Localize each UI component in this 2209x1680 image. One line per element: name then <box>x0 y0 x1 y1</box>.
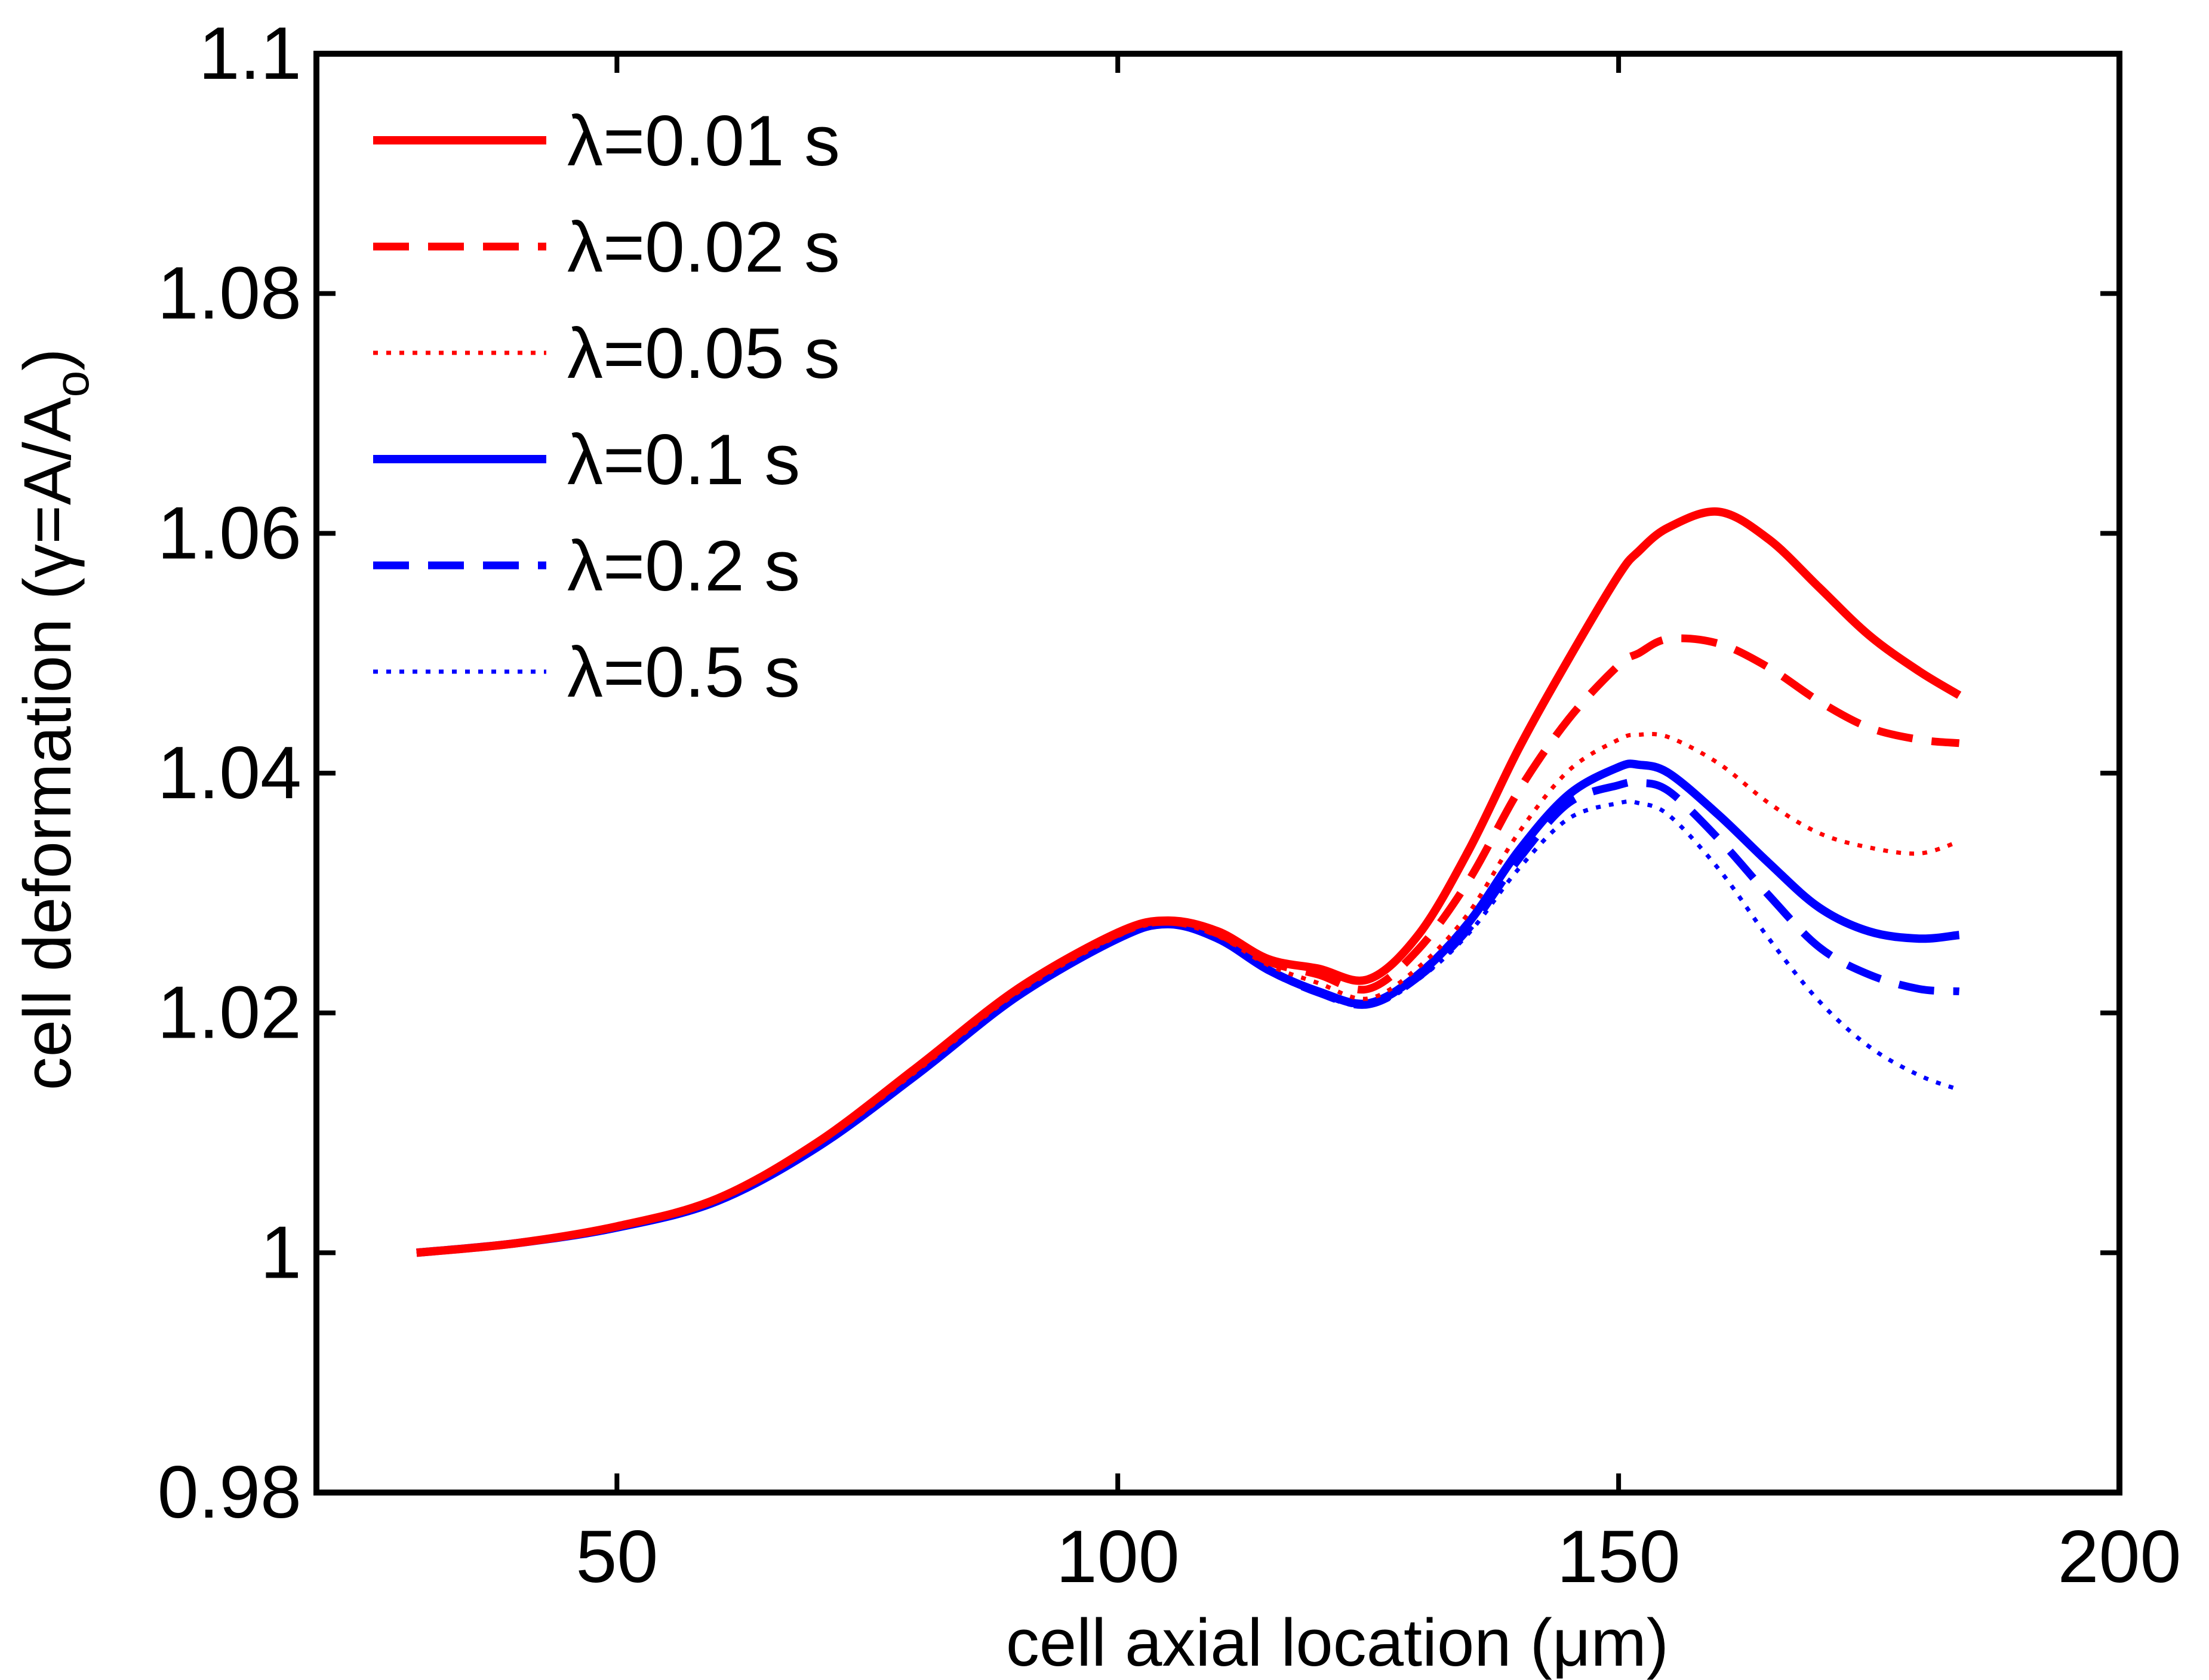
legend: λ=0.01 s λ=0.02 s λ=0.05 s λ=0.1 s λ=0.2 s λ=… <box>373 101 840 712</box>
y-axis-title: cell deformation (γ=A/Ao) <box>10 349 99 1091</box>
series-line-0 <box>416 507 1962 1257</box>
y-tick-label: 1.02 <box>158 972 301 1054</box>
y-tick-label: 1.1 <box>199 13 301 95</box>
x-tick-label: 150 <box>1557 1516 1681 1598</box>
legend-label-3: λ=0.1 s <box>567 420 800 500</box>
series-layer <box>416 507 1962 1257</box>
legend-label-1: λ=0.02 s <box>567 207 840 287</box>
y-axis-title-main: cell deformation (γ=A/A <box>10 397 85 1090</box>
x-axis-title: cell axial location (μm) <box>1006 1605 1669 1680</box>
ticks-layer: 50 100 150 200 0.98 1 1.02 1.04 1.06 1.08 1.1 <box>158 13 2182 1598</box>
series-line-4 <box>416 778 1960 1257</box>
x-tick-label: 50 <box>576 1516 658 1598</box>
x-tick-label: 100 <box>1056 1516 1180 1598</box>
legend-label-0: λ=0.01 s <box>567 101 840 181</box>
y-tick-label: 1.06 <box>158 492 301 574</box>
series-line-2 <box>416 731 1960 1255</box>
y-tick-label: 1 <box>260 1211 301 1294</box>
y-axis-title-close: ) <box>10 349 85 371</box>
x-tick-label: 200 <box>2058 1516 2182 1598</box>
y-tick-label: 0.98 <box>158 1451 301 1534</box>
y-axis-title-subscript: o <box>45 371 99 398</box>
y-tick-label: 1.04 <box>158 732 301 814</box>
legend-label-5: λ=0.5 s <box>567 632 800 712</box>
legend-label-4: λ=0.2 s <box>567 526 800 606</box>
y-tick-label: 1.08 <box>158 253 301 335</box>
legend-label-2: λ=0.05 s <box>567 313 840 393</box>
